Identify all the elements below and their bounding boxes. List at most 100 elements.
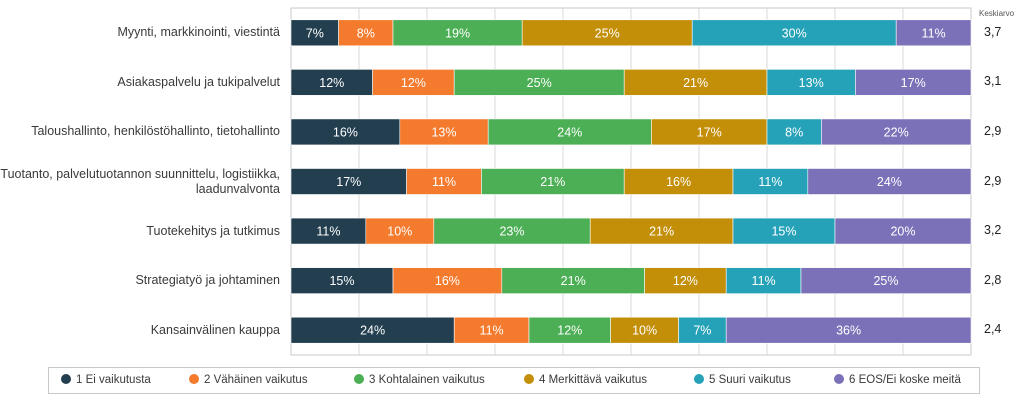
legend-item: 3 Kohtalainen vaikutus <box>354 374 485 386</box>
legend-item: 1 Ei vaikutusta <box>61 374 151 386</box>
bar-segment <box>392 267 503 294</box>
data-label: 25% <box>527 76 552 90</box>
legend-swatch <box>61 374 71 384</box>
legend-item: 6 EOS/Ei koske meitä <box>834 374 961 386</box>
data-label: 8% <box>357 26 375 40</box>
bar-segment <box>290 118 401 146</box>
category-label-line: Taloushallinto, henkilöstöhallinto, tiet… <box>31 124 280 139</box>
category-label-line: Myynti, markkinointi, viestintä <box>117 25 280 40</box>
legend-label: 6 EOS/Ei koske meitä <box>849 374 961 386</box>
legend-swatch <box>694 374 704 384</box>
bar-segment <box>406 168 482 195</box>
bar-segment <box>678 316 727 344</box>
data-label: 8% <box>785 125 803 139</box>
data-label: 13% <box>799 76 824 90</box>
bar-segment <box>365 217 435 245</box>
bar-segment <box>725 267 802 294</box>
data-label: 7% <box>693 324 711 338</box>
category-label: Tuotanto, palvelutuotannon suunnittelu, … <box>0 167 280 197</box>
data-label: 24% <box>557 125 582 139</box>
category-label: Kansainvälinen kauppa <box>151 323 280 338</box>
mean-value: 3,7 <box>984 24 1002 39</box>
data-label: 17% <box>336 175 361 189</box>
bar-segment <box>732 168 809 195</box>
category-label: Tuotekehitys ja tutkimus <box>146 224 280 239</box>
data-label: 15% <box>771 225 796 239</box>
bar-segment <box>501 267 645 294</box>
bar-segment <box>372 69 455 96</box>
bar-segment <box>644 267 727 294</box>
bar-segment <box>290 69 373 96</box>
data-label: 12% <box>319 76 344 90</box>
data-label: 21% <box>540 175 565 189</box>
data-label: 10% <box>387 225 412 239</box>
legend-item: 2 Vähäinen vaikutus <box>189 374 308 386</box>
data-label: 24% <box>360 324 385 338</box>
data-label: 30% <box>782 26 807 40</box>
bar-segment <box>623 69 768 96</box>
bar-segment <box>290 316 455 344</box>
data-label: 24% <box>877 175 902 189</box>
legend-item: 4 Merkittävä vaikutus <box>524 374 647 386</box>
bar-segment <box>766 118 822 146</box>
data-label: 11% <box>480 324 504 338</box>
data-label: 25% <box>595 26 620 40</box>
category-label-line: laadunvalvonta <box>195 181 280 196</box>
bar-segment <box>610 316 679 344</box>
data-label: 21% <box>649 225 674 239</box>
bar-segment <box>453 69 625 96</box>
data-label: 15% <box>329 274 354 288</box>
category-label: Taloushallinto, henkilöstöhallinto, tiet… <box>31 124 280 139</box>
legend-swatch <box>189 374 199 384</box>
data-label: 10% <box>632 324 657 338</box>
bar-segment <box>691 19 897 47</box>
data-label: 12% <box>557 324 582 338</box>
data-label: 20% <box>890 225 915 239</box>
bar-segment <box>392 19 523 47</box>
data-label: 23% <box>499 225 524 239</box>
mean-value: 2,8 <box>984 272 1002 287</box>
bar-segment <box>433 217 591 245</box>
legend: 1 Ei vaikutusta 2 Vähäinen vaikutus 3 Koht… <box>48 367 980 394</box>
data-label: 7% <box>306 26 324 40</box>
data-label: 11% <box>758 175 782 189</box>
data-label: 16% <box>435 274 460 288</box>
bar-segment <box>834 217 972 245</box>
category-label-line: Kansainvälinen kauppa <box>150 322 280 337</box>
data-label: 21% <box>561 274 586 288</box>
data-label: 16% <box>666 175 691 189</box>
legend-label: 2 Vähäinen vaikutus <box>204 374 308 386</box>
legend-label: 1 Ei vaikutusta <box>76 374 151 386</box>
bar-segment <box>290 217 367 245</box>
mean-value: 3,2 <box>984 223 1002 238</box>
data-label: 12% <box>673 274 698 288</box>
data-label: 13% <box>431 125 456 139</box>
data-label: 16% <box>333 125 358 139</box>
category-label: Myynti, markkinointi, viestintä <box>117 25 280 40</box>
bar-segment <box>290 267 394 294</box>
data-label: 21% <box>683 76 708 90</box>
bar-segment <box>521 19 693 47</box>
bar-segment <box>623 168 734 195</box>
data-label: 17% <box>901 76 926 90</box>
bar-segment <box>807 168 972 195</box>
bar-segment <box>651 118 768 146</box>
bar-segment <box>800 267 972 294</box>
data-label: 11% <box>316 225 340 239</box>
legend-label: 5 Suuri vaikutus <box>709 374 791 386</box>
legend-swatch <box>524 374 534 384</box>
bar-segment <box>895 19 972 47</box>
category-label: Asiakaspalvelu ja tukipalvelut <box>117 75 280 90</box>
legend-label: 4 Merkittävä vaikutus <box>539 374 648 386</box>
legend-item: 5 Suuri vaikutus <box>694 374 791 386</box>
data-label: 11% <box>752 274 776 288</box>
data-label: 19% <box>445 26 470 40</box>
category-label-line: Asiakaspalvelu ja tukipalvelut <box>117 74 280 89</box>
bar-segment <box>821 118 972 146</box>
data-label: 11% <box>922 26 946 40</box>
mean-column-header: Keskiarvo <box>979 9 1015 18</box>
bar-segment <box>855 69 972 96</box>
data-label: 36% <box>836 324 861 338</box>
